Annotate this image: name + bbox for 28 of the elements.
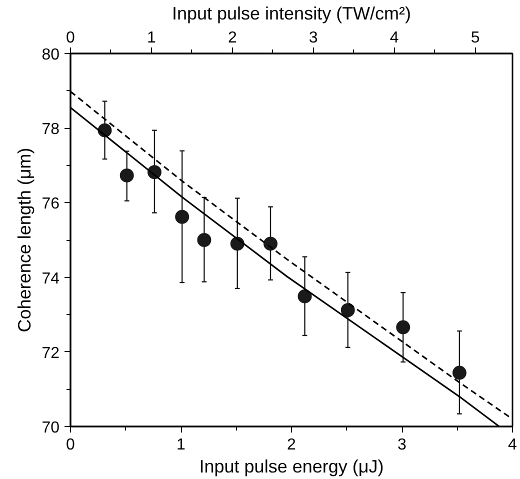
x-tick-label: 1 <box>176 436 186 454</box>
point <box>298 289 312 304</box>
x-tick-label: 4 <box>508 436 518 454</box>
x2-tick-label: 3 <box>308 30 318 46</box>
point <box>452 366 466 380</box>
x-tick-label: 0 <box>66 436 76 454</box>
x2-tick-label: 0 <box>66 30 76 46</box>
y-tick-label: 70 <box>42 420 60 436</box>
y-tick-label: 74 <box>42 270 60 288</box>
point <box>340 303 355 318</box>
x-tick-label: 3 <box>398 436 407 454</box>
y-axis-title: Coherence length (μm) <box>14 148 35 332</box>
x2-tick-label: 2 <box>228 30 237 46</box>
point <box>396 320 410 334</box>
y-tick-label: 76 <box>42 196 60 213</box>
y-tick-label: 72 <box>42 344 60 362</box>
x-axis-title: Input pulse energy (μJ) <box>199 456 384 476</box>
x-tick-label: 2 <box>287 436 296 454</box>
point <box>175 210 190 224</box>
point <box>197 233 212 247</box>
x2-tick-label: 4 <box>390 30 399 46</box>
point <box>120 168 134 182</box>
x2-axis-title: Input pulse intensity (TW/cm²) <box>172 4 412 24</box>
y-tick-label: 80 <box>42 46 60 64</box>
x2-tick-label: 5 <box>470 30 480 46</box>
y-tick-label: 78 <box>42 121 60 138</box>
x2-tick-label: 1 <box>147 30 156 46</box>
point <box>264 236 278 251</box>
